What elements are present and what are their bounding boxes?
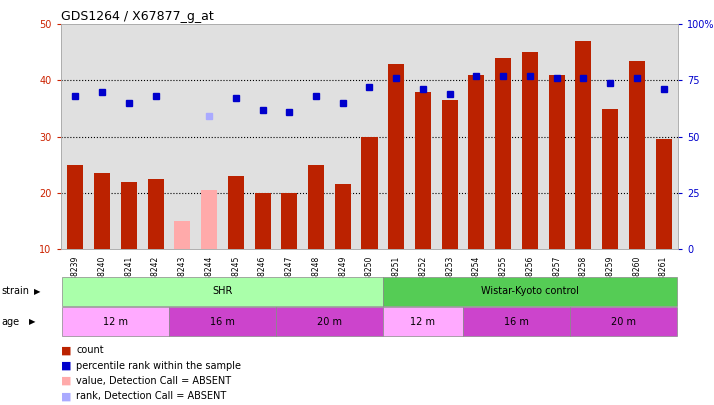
Text: ▶: ▶ <box>29 317 35 326</box>
Bar <box>201 190 217 249</box>
Bar <box>655 139 672 249</box>
Bar <box>121 181 137 249</box>
Text: Wistar-Kyoto control: Wistar-Kyoto control <box>481 286 579 296</box>
Text: ■: ■ <box>61 345 71 355</box>
Text: ■: ■ <box>61 376 71 386</box>
Bar <box>522 52 538 249</box>
Text: 16 m: 16 m <box>210 317 235 326</box>
Text: 20 m: 20 m <box>611 317 636 326</box>
Bar <box>602 109 618 249</box>
Bar <box>308 165 324 249</box>
Text: 12 m: 12 m <box>103 317 128 326</box>
Text: value, Detection Call = ABSENT: value, Detection Call = ABSENT <box>76 376 231 386</box>
Text: GDS1264 / X67877_g_at: GDS1264 / X67877_g_at <box>61 10 213 23</box>
Text: 16 m: 16 m <box>504 317 529 326</box>
Text: rank, Detection Call = ABSENT: rank, Detection Call = ABSENT <box>76 392 226 401</box>
Bar <box>415 92 431 249</box>
Text: 20 m: 20 m <box>317 317 342 326</box>
Text: 12 m: 12 m <box>411 317 436 326</box>
Bar <box>281 193 297 249</box>
Bar <box>174 221 191 249</box>
Bar <box>254 193 271 249</box>
Bar <box>228 176 244 249</box>
Text: SHR: SHR <box>212 286 233 296</box>
Bar <box>629 61 645 249</box>
Bar <box>94 173 110 249</box>
Bar <box>361 136 378 249</box>
Bar <box>148 179 164 249</box>
Bar <box>335 184 351 249</box>
Text: ■: ■ <box>61 392 71 401</box>
Text: strain: strain <box>1 286 29 296</box>
Bar <box>495 58 511 249</box>
Text: ▶: ▶ <box>34 287 41 296</box>
Bar <box>548 75 565 249</box>
Bar <box>575 41 591 249</box>
Bar <box>468 75 485 249</box>
Text: ■: ■ <box>61 361 71 371</box>
Bar <box>67 165 84 249</box>
Text: percentile rank within the sample: percentile rank within the sample <box>76 361 241 371</box>
Text: count: count <box>76 345 104 355</box>
Text: age: age <box>1 317 19 326</box>
Bar <box>388 64 404 249</box>
Bar <box>442 100 458 249</box>
